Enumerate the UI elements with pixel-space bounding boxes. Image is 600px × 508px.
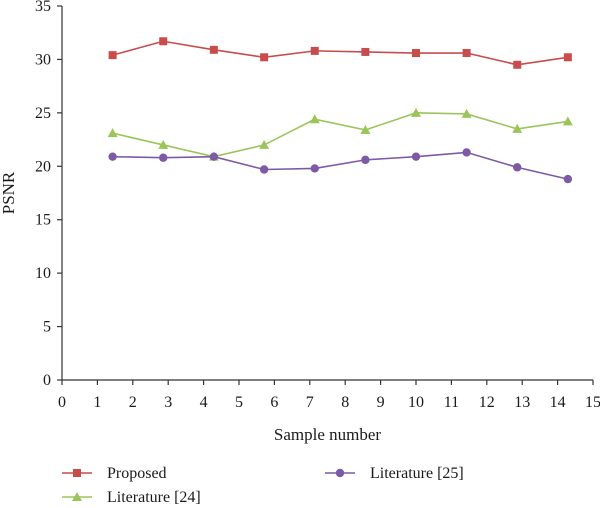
x-tick-label: 7: [306, 394, 314, 411]
data-point: [310, 164, 319, 173]
legend-item: Literature [25]: [325, 465, 464, 482]
data-point: [412, 49, 420, 58]
legend-item: Proposed: [62, 465, 167, 482]
data-point: [209, 152, 219, 161]
series-proposed: [108, 37, 572, 69]
data-point: [462, 148, 471, 157]
data-point: [107, 128, 118, 138]
data-point: [462, 49, 471, 58]
data-point: [361, 155, 370, 165]
x-tick-label: 2: [129, 394, 137, 411]
data-point: [360, 124, 371, 134]
x-tick-label: 0: [58, 394, 66, 411]
y-tick-label: 20: [35, 158, 51, 175]
series-literature-25: [108, 148, 573, 184]
series-line-proposed: [112, 40, 568, 66]
x-tick-label: 8: [341, 394, 349, 411]
legend-label: Literature [25]: [370, 465, 464, 482]
series-line-literature-25: [112, 151, 569, 180]
data-point: [108, 152, 117, 161]
data-point: [411, 107, 421, 117]
data-point: [563, 174, 573, 184]
legend-swatch-marker: [335, 468, 345, 478]
series-line-literature-24: [112, 112, 568, 158]
x-tick-label: 12: [479, 394, 495, 411]
data-point: [411, 152, 421, 161]
data-point: [562, 116, 573, 126]
y-axis-title: PSNR: [0, 171, 18, 214]
y-tick-label: 30: [35, 51, 51, 68]
x-tick-label: 10: [408, 394, 424, 411]
x-tick-label: 13: [514, 394, 530, 411]
y-tick-label: 10: [35, 265, 51, 282]
data-point: [513, 60, 522, 69]
legend-item: Literature [24]: [62, 489, 201, 506]
x-tick-label: 9: [377, 394, 385, 411]
legend-label: Proposed: [107, 465, 167, 482]
data-point: [209, 45, 218, 54]
data-point: [309, 114, 320, 124]
y-tick-label: 15: [35, 212, 51, 229]
data-point: [259, 139, 270, 149]
series-layer: [107, 37, 573, 184]
x-tick-label: 14: [550, 394, 566, 411]
x-tick-label: 3: [164, 394, 172, 411]
legend-label: Literature [24]: [107, 489, 201, 506]
x-tick-label: 15: [585, 394, 600, 411]
x-tick-label: 11: [444, 394, 459, 411]
data-point: [159, 153, 168, 162]
legend-swatch-marker: [73, 469, 81, 477]
y-tick-label: 35: [35, 0, 51, 15]
data-point: [108, 51, 117, 60]
x-tick-label: 6: [270, 394, 278, 411]
y-tick-label: 5: [43, 319, 51, 336]
data-point: [563, 53, 572, 62]
data-point: [260, 53, 269, 62]
x-tick-label: 1: [93, 394, 101, 411]
data-point: [158, 139, 169, 149]
legend: Proposed Literature [24] Literature [25]: [62, 465, 464, 506]
y-tick-label: 0: [43, 372, 51, 389]
data-point: [361, 47, 370, 56]
data-point: [259, 165, 269, 174]
data-point: [513, 163, 522, 172]
x-axis-title: Sample number: [274, 425, 382, 444]
series-literature-24: [107, 107, 573, 161]
data-point: [310, 46, 319, 55]
data-point: [159, 37, 168, 46]
data-point: [512, 123, 523, 133]
legend-swatch-marker: [72, 492, 82, 501]
data-point: [461, 108, 472, 118]
x-tick-label: 4: [200, 394, 208, 411]
y-tick-label: 25: [35, 105, 51, 122]
x-tick-label: 5: [235, 394, 243, 411]
